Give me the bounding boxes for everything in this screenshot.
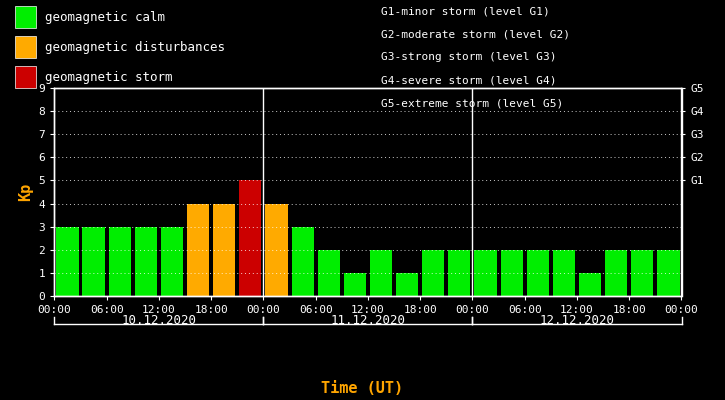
Bar — [605, 250, 627, 296]
Bar — [552, 250, 575, 296]
Bar — [500, 250, 523, 296]
Text: 10.12.2020: 10.12.2020 — [121, 314, 196, 327]
Text: geomagnetic storm: geomagnetic storm — [45, 70, 173, 84]
Bar — [239, 180, 262, 296]
Bar — [448, 250, 471, 296]
Bar — [57, 227, 78, 296]
Bar — [344, 273, 366, 296]
Text: geomagnetic disturbances: geomagnetic disturbances — [45, 40, 225, 54]
Text: G1-minor storm (level G1): G1-minor storm (level G1) — [381, 6, 550, 16]
Text: G3-strong storm (level G3): G3-strong storm (level G3) — [381, 52, 556, 62]
Bar — [135, 227, 157, 296]
Bar — [187, 204, 210, 296]
Bar — [161, 227, 183, 296]
Y-axis label: Kp: Kp — [18, 183, 33, 201]
Bar — [370, 250, 392, 296]
Bar — [213, 204, 236, 296]
Bar — [265, 204, 288, 296]
Bar — [83, 227, 104, 296]
Bar — [291, 227, 314, 296]
Text: 12.12.2020: 12.12.2020 — [539, 314, 615, 327]
Text: G5-extreme storm (level G5): G5-extreme storm (level G5) — [381, 99, 563, 109]
Text: Time (UT): Time (UT) — [321, 381, 404, 396]
Bar — [579, 273, 601, 296]
Bar — [396, 273, 418, 296]
Bar — [526, 250, 549, 296]
Bar — [109, 227, 130, 296]
Bar — [658, 250, 679, 296]
Text: G4-severe storm (level G4): G4-severe storm (level G4) — [381, 76, 556, 86]
Text: geomagnetic calm: geomagnetic calm — [45, 10, 165, 24]
Bar — [474, 250, 497, 296]
Bar — [631, 250, 653, 296]
Text: 11.12.2020: 11.12.2020 — [331, 314, 405, 327]
Bar — [318, 250, 340, 296]
Text: G2-moderate storm (level G2): G2-moderate storm (level G2) — [381, 29, 570, 39]
Bar — [422, 250, 444, 296]
